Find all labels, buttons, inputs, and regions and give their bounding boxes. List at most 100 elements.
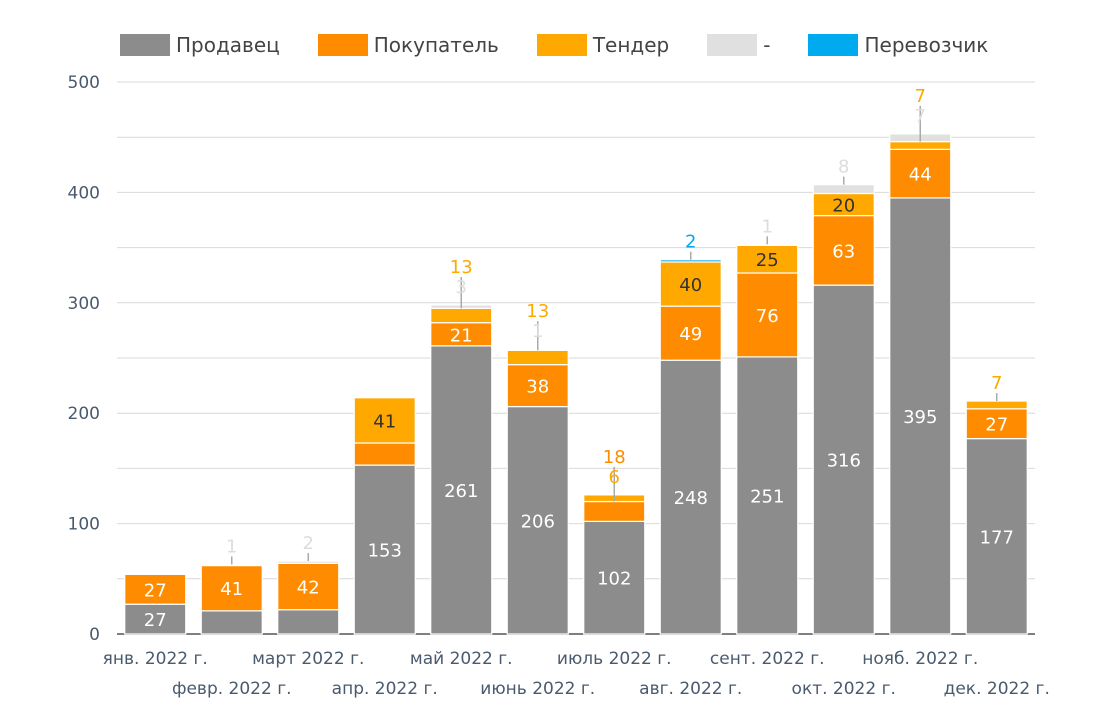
x-tick-label: март 2022 г. xyxy=(252,649,364,669)
bar-segment xyxy=(812,184,875,195)
y-tick-label: 100 xyxy=(68,515,100,535)
data-label: 2 xyxy=(303,533,314,554)
data-label: 25 xyxy=(756,250,779,271)
data-label: 1 xyxy=(762,216,773,237)
data-label: 153 xyxy=(368,541,402,562)
bar-segment xyxy=(200,564,263,612)
bar-segment xyxy=(659,259,722,263)
chart-legend: Продавец Покупатель Тендер - Перевозчик xyxy=(120,30,1026,60)
data-label: 7 xyxy=(991,373,1002,394)
bar-segment xyxy=(889,197,952,635)
bar-segment xyxy=(430,307,493,324)
bar-segment xyxy=(889,148,952,199)
data-label: 7 xyxy=(915,86,926,107)
y-tick-label: 200 xyxy=(68,404,100,424)
bar-segment xyxy=(506,364,569,408)
data-label: 40 xyxy=(679,275,702,296)
data-label: 42 xyxy=(297,578,320,599)
data-label: 41 xyxy=(220,579,243,600)
data-label: 13 xyxy=(526,301,549,322)
x-tick-label: февр. 2022 г. xyxy=(172,679,292,699)
x-tick-label: дек. 2022 г. xyxy=(944,679,1050,699)
x-tick-label: окт. 2022 г. xyxy=(792,679,896,699)
data-label: 6 xyxy=(609,467,620,488)
bar-segment xyxy=(353,464,416,635)
bar-segment xyxy=(736,356,799,635)
data-label: 1 xyxy=(226,536,237,557)
legend-swatch xyxy=(317,34,368,56)
bar-segment xyxy=(200,563,263,567)
legend-swatch xyxy=(120,34,170,56)
legend-swatch xyxy=(808,34,859,56)
x-tick-label: сент. 2022 г. xyxy=(710,649,825,669)
legend-item: Покупатель xyxy=(317,33,499,57)
y-tick-label: 400 xyxy=(68,183,100,203)
bar-segment xyxy=(353,397,416,444)
data-label: 27 xyxy=(144,580,167,601)
data-label: 18 xyxy=(603,447,626,468)
data-label: 27 xyxy=(985,415,1008,436)
x-tick-label: май 2022 г. xyxy=(410,649,513,669)
bar-segment xyxy=(659,261,722,307)
data-label: 76 xyxy=(756,306,779,327)
bar-segment xyxy=(965,400,1028,410)
bar-segment xyxy=(736,243,799,246)
x-tick-label: июль 2022 г. xyxy=(557,649,672,669)
data-label: 316 xyxy=(827,451,861,472)
data-label: 2 xyxy=(685,232,696,253)
data-label: 49 xyxy=(679,324,702,345)
bar-segment xyxy=(583,500,646,522)
data-label: 41 xyxy=(373,411,396,432)
bar-segment xyxy=(277,560,340,564)
data-label: 177 xyxy=(980,527,1014,548)
bar-segment xyxy=(124,573,187,605)
bar-segment xyxy=(277,562,340,611)
legend-swatch xyxy=(536,34,587,56)
bar-segment xyxy=(353,442,416,466)
data-label: 3 xyxy=(456,277,467,298)
data-label: 248 xyxy=(674,488,708,509)
data-label: 63 xyxy=(832,241,855,262)
data-label: 21 xyxy=(450,325,473,346)
data-label: 27 xyxy=(144,610,167,631)
x-tick-label: янв. 2022 г. xyxy=(103,649,208,669)
data-label: 261 xyxy=(444,481,478,502)
x-tick-label: нояб. 2022 г. xyxy=(862,649,978,669)
data-label: 102 xyxy=(597,569,631,590)
data-label: 20 xyxy=(832,196,855,217)
x-tick-label: июнь 2022 г. xyxy=(480,679,595,699)
legend-label: Тендер xyxy=(592,33,670,57)
data-label: 251 xyxy=(750,486,784,507)
legend-label: - xyxy=(763,33,771,57)
legend-swatch xyxy=(707,34,758,56)
legend-label: Продавец xyxy=(176,33,280,57)
data-label: 8 xyxy=(838,157,849,178)
legend-item: Тендер xyxy=(536,33,670,57)
bar-segment xyxy=(812,284,875,635)
data-label: 7 xyxy=(915,106,926,127)
data-label: 395 xyxy=(903,407,937,428)
y-tick-label: 0 xyxy=(89,625,100,645)
bar-segment xyxy=(277,609,340,635)
data-label: 206 xyxy=(521,511,555,532)
legend-label: Покупатель xyxy=(373,33,499,57)
bar-segment xyxy=(124,603,187,635)
legend-label: Перевозчик xyxy=(864,33,989,57)
bar-segment xyxy=(889,141,952,150)
data-label: 44 xyxy=(909,165,932,186)
data-label: 1 xyxy=(532,321,543,342)
data-label: 38 xyxy=(526,377,549,398)
bar-segment xyxy=(812,214,875,286)
legend-item: Продавец xyxy=(120,33,280,57)
bar-segment xyxy=(506,405,569,635)
y-tick-label: 500 xyxy=(68,73,100,93)
x-tick-label: авг. 2022 г. xyxy=(639,679,742,699)
bar-segment xyxy=(736,244,799,274)
legend-item: - xyxy=(707,33,770,57)
y-tick-label: 300 xyxy=(68,294,100,314)
bar-segment xyxy=(506,349,569,366)
data-label: 13 xyxy=(450,257,473,278)
bar-segment xyxy=(659,359,722,635)
